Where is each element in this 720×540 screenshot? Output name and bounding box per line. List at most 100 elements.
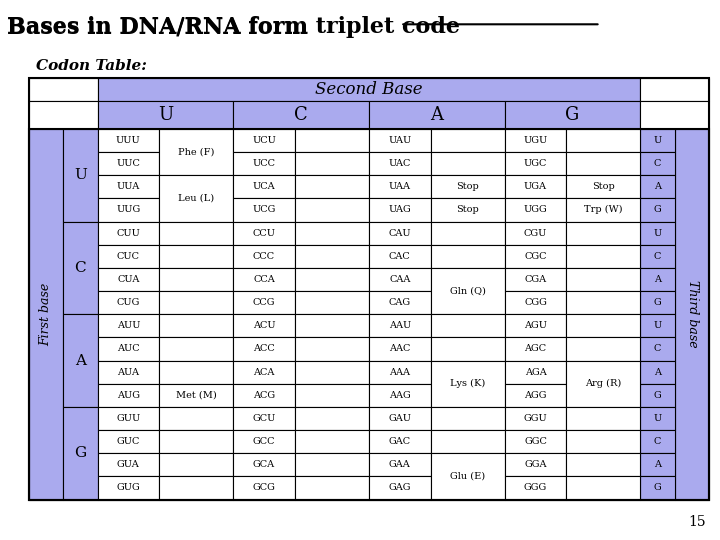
FancyBboxPatch shape <box>566 129 640 152</box>
FancyBboxPatch shape <box>431 152 505 175</box>
FancyBboxPatch shape <box>640 361 675 384</box>
FancyBboxPatch shape <box>431 453 505 500</box>
FancyBboxPatch shape <box>640 338 675 361</box>
Text: A: A <box>431 106 444 124</box>
FancyBboxPatch shape <box>566 175 640 198</box>
Text: GUC: GUC <box>117 437 140 446</box>
Text: A: A <box>654 368 661 376</box>
Text: G: G <box>654 483 662 492</box>
FancyBboxPatch shape <box>675 129 709 500</box>
FancyBboxPatch shape <box>369 407 431 430</box>
FancyBboxPatch shape <box>98 291 159 314</box>
Text: UGC: UGC <box>523 159 547 168</box>
Text: CUU: CUU <box>117 228 140 238</box>
FancyBboxPatch shape <box>233 175 294 198</box>
FancyBboxPatch shape <box>98 384 159 407</box>
FancyBboxPatch shape <box>233 221 294 245</box>
Text: UUG: UUG <box>116 205 140 214</box>
Text: Bases in DNA/RNA form: Bases in DNA/RNA form <box>7 16 316 38</box>
FancyBboxPatch shape <box>233 291 294 314</box>
FancyBboxPatch shape <box>505 338 566 361</box>
Text: Met (M): Met (M) <box>176 391 217 400</box>
Text: GAU: GAU <box>388 414 411 423</box>
FancyBboxPatch shape <box>233 152 294 175</box>
FancyBboxPatch shape <box>640 245 675 268</box>
Text: UGU: UGU <box>523 136 548 145</box>
Text: CUG: CUG <box>117 298 140 307</box>
FancyBboxPatch shape <box>640 291 675 314</box>
FancyBboxPatch shape <box>294 245 369 268</box>
FancyBboxPatch shape <box>98 476 159 500</box>
Text: Gln (Q): Gln (Q) <box>450 287 485 295</box>
Text: GCC: GCC <box>253 437 275 446</box>
Text: Leu (L): Leu (L) <box>178 194 215 203</box>
FancyBboxPatch shape <box>505 198 566 221</box>
Text: CCG: CCG <box>253 298 275 307</box>
FancyBboxPatch shape <box>294 476 369 500</box>
FancyBboxPatch shape <box>98 268 159 291</box>
FancyBboxPatch shape <box>29 78 98 102</box>
FancyBboxPatch shape <box>369 430 431 453</box>
FancyBboxPatch shape <box>505 407 566 430</box>
Text: G: G <box>565 106 580 124</box>
FancyBboxPatch shape <box>640 175 675 198</box>
FancyBboxPatch shape <box>566 221 640 245</box>
FancyBboxPatch shape <box>233 361 294 384</box>
Text: CAG: CAG <box>389 298 411 307</box>
Text: AGG: AGG <box>524 391 546 400</box>
FancyBboxPatch shape <box>369 245 431 268</box>
Text: AUG: AUG <box>117 391 140 400</box>
FancyBboxPatch shape <box>294 407 369 430</box>
Text: Codon Table:: Codon Table: <box>36 59 147 73</box>
FancyBboxPatch shape <box>98 198 159 221</box>
FancyBboxPatch shape <box>505 453 566 476</box>
Text: Stop: Stop <box>592 183 615 191</box>
FancyBboxPatch shape <box>63 407 98 500</box>
FancyBboxPatch shape <box>98 453 159 476</box>
Text: UAU: UAU <box>388 136 411 145</box>
FancyBboxPatch shape <box>566 152 640 175</box>
FancyBboxPatch shape <box>29 102 98 129</box>
Text: GGU: GGU <box>523 414 547 423</box>
FancyBboxPatch shape <box>431 221 505 245</box>
FancyBboxPatch shape <box>98 338 159 361</box>
FancyBboxPatch shape <box>159 338 233 361</box>
FancyBboxPatch shape <box>159 407 233 430</box>
Text: U: U <box>158 106 173 124</box>
FancyBboxPatch shape <box>159 476 233 500</box>
FancyBboxPatch shape <box>566 268 640 291</box>
FancyBboxPatch shape <box>233 476 294 500</box>
FancyBboxPatch shape <box>159 268 233 291</box>
FancyBboxPatch shape <box>294 291 369 314</box>
Text: AGU: AGU <box>524 321 547 330</box>
Text: AAU: AAU <box>389 321 411 330</box>
Text: GAG: GAG <box>389 483 411 492</box>
FancyBboxPatch shape <box>98 221 159 245</box>
Text: GUU: GUU <box>116 414 140 423</box>
FancyBboxPatch shape <box>294 384 369 407</box>
FancyBboxPatch shape <box>29 129 63 500</box>
Text: Trp (W): Trp (W) <box>584 205 623 214</box>
Text: GAA: GAA <box>389 460 410 469</box>
Text: GAC: GAC <box>389 437 411 446</box>
Text: CAU: CAU <box>389 228 411 238</box>
Text: UUC: UUC <box>117 159 140 168</box>
FancyBboxPatch shape <box>294 175 369 198</box>
FancyBboxPatch shape <box>640 453 675 476</box>
Text: Stop: Stop <box>456 205 479 214</box>
FancyBboxPatch shape <box>369 152 431 175</box>
Text: UAG: UAG <box>388 205 411 214</box>
FancyBboxPatch shape <box>159 245 233 268</box>
FancyBboxPatch shape <box>159 453 233 476</box>
FancyBboxPatch shape <box>294 268 369 291</box>
Text: Stop: Stop <box>456 183 479 191</box>
FancyBboxPatch shape <box>431 198 505 221</box>
FancyBboxPatch shape <box>98 102 233 129</box>
FancyBboxPatch shape <box>505 268 566 291</box>
Text: GCA: GCA <box>253 460 275 469</box>
FancyBboxPatch shape <box>431 314 505 338</box>
FancyBboxPatch shape <box>505 152 566 175</box>
Text: C: C <box>654 345 661 353</box>
Text: G: G <box>654 298 662 307</box>
FancyBboxPatch shape <box>98 407 159 430</box>
